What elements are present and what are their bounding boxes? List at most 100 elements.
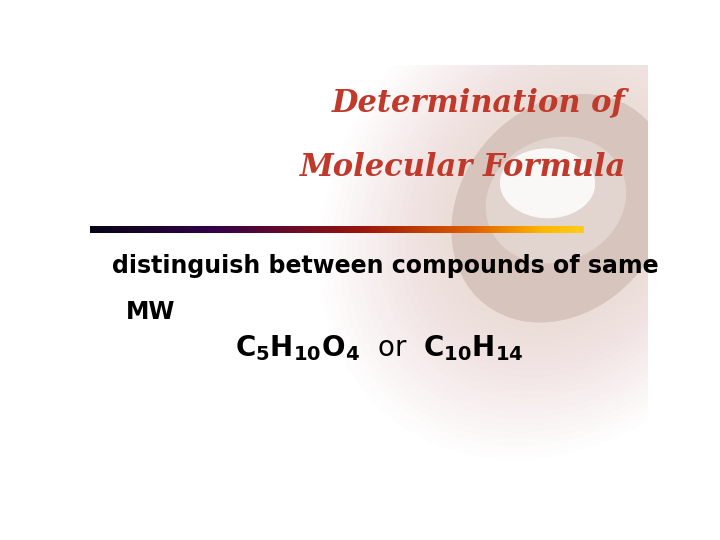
Bar [503,226,505,233]
Bar [159,226,161,233]
Bar [273,226,275,233]
Bar [352,226,354,233]
Bar [246,226,248,233]
Bar [256,226,258,233]
Bar [248,226,251,233]
Bar [437,226,439,233]
Bar [131,226,133,233]
Bar [398,226,400,233]
Ellipse shape [500,148,595,218]
Bar [227,226,229,233]
Bar [414,226,416,233]
Bar [135,226,137,233]
Bar [421,226,423,233]
Bar [195,226,197,233]
Bar [218,226,220,233]
Bar [492,226,494,233]
Bar [400,226,402,233]
Bar [523,226,525,233]
Bar [210,226,212,233]
Bar [158,226,160,233]
Bar [90,226,92,233]
Bar [488,226,490,233]
Bar [251,226,253,233]
Bar [113,226,115,233]
Bar [361,226,364,233]
Bar [112,226,114,233]
Bar [319,226,321,233]
Bar [457,226,459,233]
Bar [250,226,252,233]
Bar [307,226,310,233]
Bar [302,226,305,233]
Bar [120,226,122,233]
Bar [505,226,507,233]
Bar [418,226,420,233]
Bar [286,226,288,233]
Bar [342,226,344,233]
Bar [148,226,150,233]
Bar [487,226,489,233]
Bar [525,226,527,233]
Bar [520,226,522,233]
Bar [132,226,135,233]
Bar [138,226,140,233]
Bar [551,226,553,233]
Bar [212,226,214,233]
Bar [192,226,194,233]
Bar [359,226,361,233]
Bar [233,226,235,233]
Bar [284,226,287,233]
Bar [230,226,232,233]
Bar [164,226,166,233]
Bar [411,226,413,233]
Bar [171,226,173,233]
Bar [281,226,283,233]
Bar [379,226,382,233]
Bar [516,226,518,233]
Bar [197,226,199,233]
Text: Determination of: Determination of [332,87,626,119]
Bar [479,226,481,233]
Bar [126,226,128,233]
Bar [103,226,105,233]
Bar [243,226,246,233]
Bar [356,226,359,233]
Bar [332,226,334,233]
Text: MW: MW [126,300,176,323]
Bar [161,226,163,233]
Bar [314,226,316,233]
Bar [207,226,209,233]
Bar [108,226,110,233]
Bar [245,226,247,233]
Bar [511,226,513,233]
Bar [579,226,581,233]
Bar [177,226,179,233]
Bar [526,226,528,233]
Bar [301,226,303,233]
Bar [279,226,282,233]
Bar [396,226,398,233]
Bar [378,226,380,233]
Bar [480,226,482,233]
Bar [274,226,276,233]
Bar [493,226,495,233]
Ellipse shape [451,94,672,322]
Bar [482,226,484,233]
Bar [343,226,346,233]
Bar [388,226,390,233]
Bar [557,226,559,233]
Bar [117,226,119,233]
Bar [190,226,193,233]
Bar [318,226,320,233]
Bar [368,226,370,233]
Bar [474,226,476,233]
Bar [241,226,243,233]
Bar [548,226,550,233]
Bar [562,226,564,233]
Bar [105,226,107,233]
Bar [370,226,372,233]
Bar [121,226,124,233]
Bar [390,226,392,233]
Bar [580,226,582,233]
